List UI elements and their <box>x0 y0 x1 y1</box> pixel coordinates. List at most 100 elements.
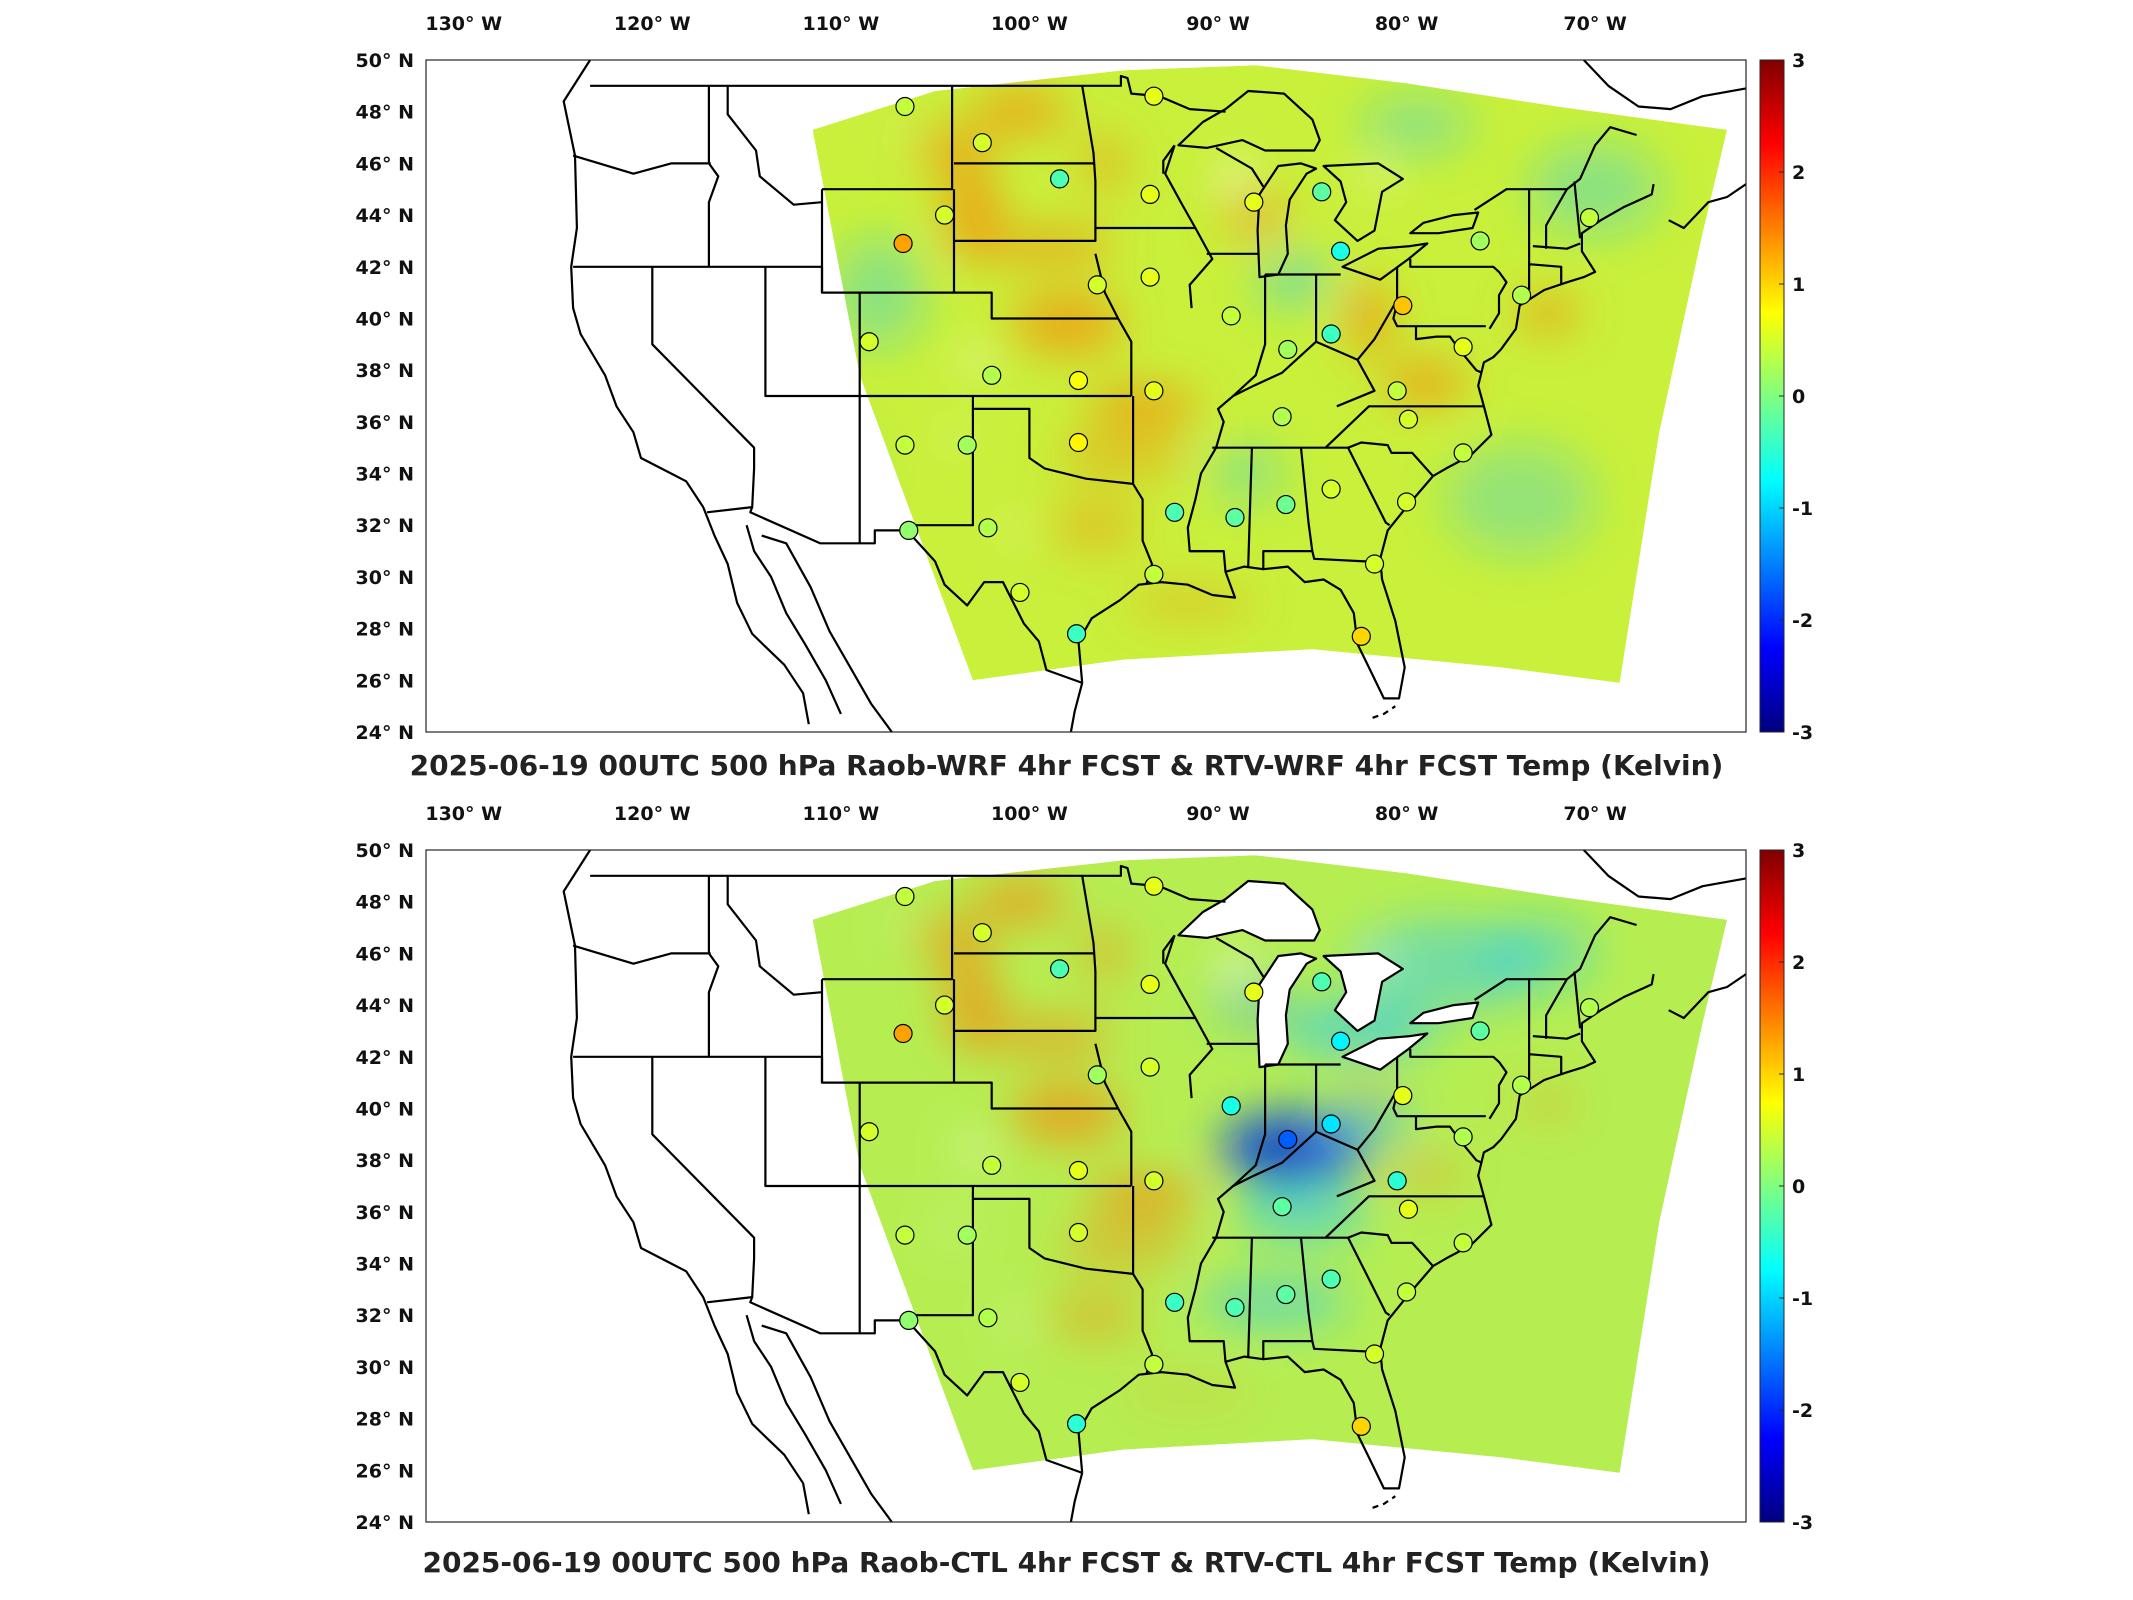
longitude-label: 90° W <box>1186 13 1250 35</box>
latitude-label: 28° N <box>356 1409 414 1431</box>
warm-anomaly <box>1057 436 1190 475</box>
raob-station-marker <box>899 520 919 541</box>
raob-station-marker <box>1276 494 1296 515</box>
warm-anomaly <box>1010 293 1124 354</box>
colorbar-tick-label: 2 <box>1792 952 1805 974</box>
great-lake <box>1409 1001 1480 1025</box>
raob-station-marker <box>1049 959 1070 979</box>
cool-anomaly <box>1529 142 1662 237</box>
state-boundary <box>1164 934 1214 1099</box>
florida-keys <box>1372 705 1396 719</box>
raob-station-marker <box>1330 1031 1351 1051</box>
raob-station-marker <box>957 1225 977 1245</box>
raob-station-marker <box>1010 582 1030 603</box>
state-boundary <box>707 85 720 267</box>
missing-data-patch <box>959 1140 994 1160</box>
state-boundary <box>1392 266 1486 328</box>
raob-station-marker <box>934 205 955 225</box>
warm-anomaly <box>1517 294 1579 333</box>
raob-station-marker <box>1396 492 1417 512</box>
latitude-label: 32° N <box>356 1305 414 1327</box>
latitude-label: 38° N <box>356 1150 414 1172</box>
state-boundary <box>573 1055 1119 1110</box>
raob-station-marker <box>1579 208 1600 228</box>
raob-station-marker <box>1140 974 1160 994</box>
latitude-label: 48° N <box>356 892 414 914</box>
raob-station-marker <box>1087 275 1107 295</box>
state-boundary <box>1573 181 1582 239</box>
raob-station-marker <box>1398 1199 1419 1219</box>
raob-station-marker <box>934 995 955 1015</box>
latitude-label: 28° N <box>356 619 414 641</box>
state-boundary <box>1527 263 1563 290</box>
state-boundary <box>1409 1049 1508 1120</box>
longitude-label: 100° W <box>991 803 1068 825</box>
raob-station-marker <box>1398 409 1419 429</box>
great-lake <box>1322 952 1404 1032</box>
warm-anomaly <box>982 1017 1115 1055</box>
raob-station-marker <box>1066 1414 1087 1434</box>
state-boundary <box>726 875 823 996</box>
state-boundary <box>1094 253 1120 319</box>
state-boundary <box>822 85 954 191</box>
state-boundary <box>1527 1053 1563 1080</box>
raob-station-marker <box>1049 169 1070 189</box>
longitude-label: 120° W <box>614 13 691 35</box>
florida-keys <box>1372 1495 1396 1509</box>
raob-station-marker <box>895 435 915 455</box>
raob-station-marker <box>1144 381 1164 401</box>
raob-station-marker <box>895 96 915 117</box>
raob-station-marker <box>1511 1075 1532 1095</box>
map-frame <box>425 59 1747 733</box>
panel-title-ctl: 2025-06-19 00UTC 500 hPa Raob-CTL 4hr FC… <box>422 1546 1711 1579</box>
mexico-gulf-coastline <box>1069 1472 1084 1523</box>
nova-scotia-coastline <box>1668 973 1747 1020</box>
latitude-label: 36° N <box>356 1202 414 1224</box>
latitude-label: 30° N <box>356 1357 414 1379</box>
nova-scotia-coastline <box>1668 183 1747 230</box>
raob-station-marker <box>1010 1372 1030 1393</box>
raob-station-marker <box>1140 267 1160 287</box>
raob-station-marker <box>1579 998 1600 1018</box>
warm-anomaly <box>1057 1226 1190 1265</box>
raob-station-marker <box>1276 1284 1296 1305</box>
colorbar-tick-label: -3 <box>1792 722 1813 744</box>
raob-station-marker <box>1144 876 1164 896</box>
raob-station-marker <box>1140 1057 1160 1077</box>
panel-title-wrf: 2025-06-19 00UTC 500 hPa Raob-WRF 4hr FC… <box>409 749 1724 782</box>
state-boundary <box>1347 1237 1391 1317</box>
state-boundary <box>1544 978 1568 1039</box>
latitude-label: 32° N <box>356 515 414 537</box>
raob-station-marker <box>1140 184 1160 204</box>
colorbar-tick-label: 3 <box>1792 840 1805 862</box>
latitude-label: 50° N <box>356 50 414 72</box>
raob-station-marker <box>1066 624 1087 644</box>
latitude-label: 40° N <box>356 308 414 330</box>
latitude-label: 36° N <box>356 412 414 434</box>
raob-station-marker <box>1511 285 1532 305</box>
raob-station-marker <box>1453 443 1473 463</box>
state-boundary <box>1414 1116 1483 1164</box>
raob-station-marker <box>1068 432 1089 453</box>
latitude-label: 24° N <box>356 722 414 744</box>
pacific-coastline <box>562 59 810 725</box>
mexico-gulf-coastline <box>1069 682 1084 733</box>
raob-station-marker <box>1351 1416 1371 1436</box>
state-boundary <box>1186 274 1267 553</box>
longitude-label: 80° W <box>1375 803 1439 825</box>
state-boundary <box>1356 302 1397 361</box>
raob-station-marker <box>1470 231 1490 251</box>
raob-station-marker <box>1321 1114 1341 1134</box>
raob-station-marker <box>1364 554 1385 574</box>
latitude-label: 48° N <box>356 102 414 124</box>
cool-anomaly <box>1321 1093 1417 1150</box>
latitude-label: 40° N <box>356 1098 414 1120</box>
state-boundary <box>1164 144 1214 309</box>
st-lawrence-coastline <box>1583 849 1747 901</box>
latitude-label: 44° N <box>356 995 414 1017</box>
warm-anomaly <box>944 167 1002 263</box>
warm-anomaly <box>1086 1177 1200 1216</box>
canada-border <box>590 74 1226 113</box>
raob-station-marker <box>1453 337 1473 357</box>
missing-data-patch <box>1221 952 1252 991</box>
